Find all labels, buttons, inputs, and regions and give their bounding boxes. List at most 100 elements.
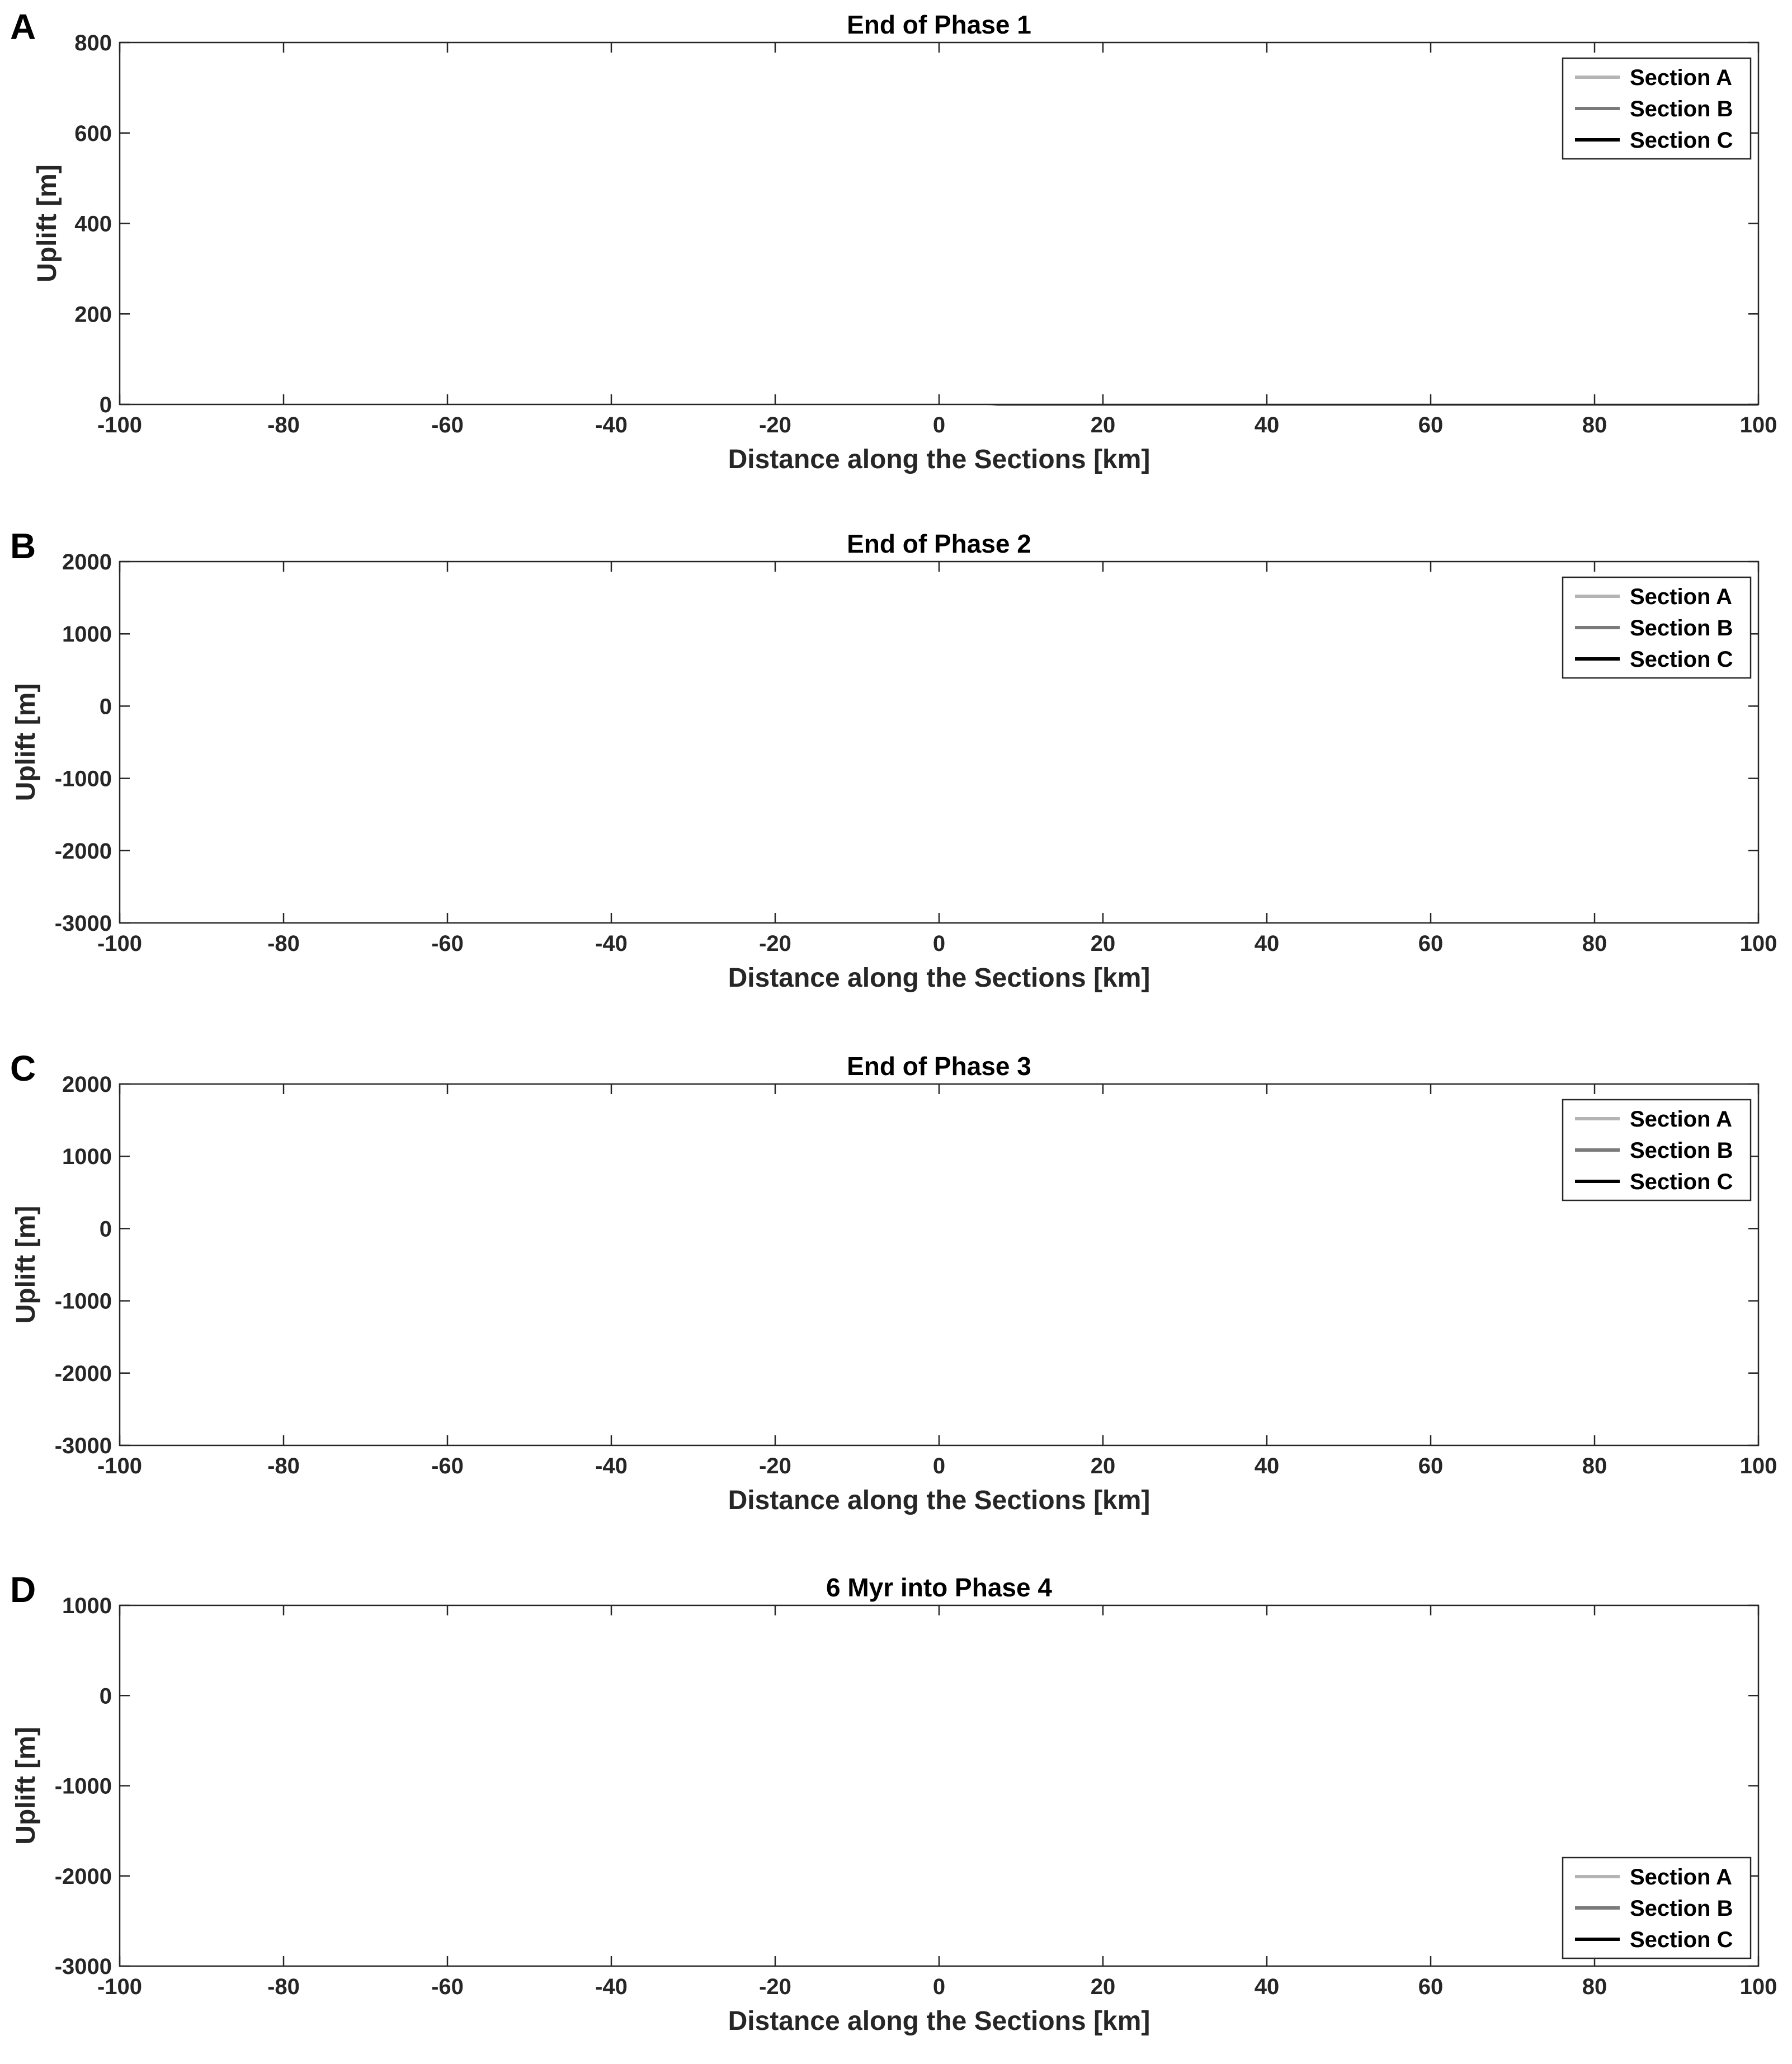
panel-letter: B xyxy=(10,526,36,566)
x-tick-label: 100 xyxy=(1740,1454,1777,1478)
y-tick-label: 2000 xyxy=(62,1072,112,1097)
legend-label: Section B xyxy=(1630,1896,1733,1921)
y-tick-label: 600 xyxy=(74,121,112,146)
y-tick-label: 400 xyxy=(74,212,112,237)
x-tick-label: 80 xyxy=(1582,1975,1607,1999)
x-tick-label: 60 xyxy=(1418,413,1444,437)
plot-title: End of Phase 3 xyxy=(847,1052,1031,1081)
x-tick-label: 40 xyxy=(1255,1454,1280,1478)
x-tick-label: -80 xyxy=(267,1975,300,1999)
y-tick-label: -1000 xyxy=(55,1289,112,1314)
y-tick-label: -3000 xyxy=(55,911,112,936)
legend-label: Section C xyxy=(1630,128,1733,153)
y-tick-label: 0 xyxy=(100,694,112,719)
y-tick-label: 2000 xyxy=(62,550,112,574)
x-tick-label: -40 xyxy=(595,931,628,956)
y-tick-label: 0 xyxy=(100,1684,112,1708)
panel-letter: C xyxy=(10,1048,36,1088)
legend-label: Section A xyxy=(1630,65,1732,90)
x-tick-label: -100 xyxy=(97,413,142,437)
legend-label: Section B xyxy=(1630,97,1733,121)
x-tick-label: -40 xyxy=(595,1975,628,1999)
x-tick-label: -20 xyxy=(759,931,791,956)
legend-label: Section A xyxy=(1630,1865,1732,1889)
y-tick-label: -2000 xyxy=(55,1361,112,1386)
x-tick-label: -100 xyxy=(97,931,142,956)
x-tick-label: -100 xyxy=(97,1454,142,1478)
x-tick-label: -60 xyxy=(431,413,464,437)
plot-title: End of Phase 2 xyxy=(847,529,1031,558)
legend-label: Section A xyxy=(1630,1107,1732,1132)
x-tick-label: -60 xyxy=(431,1454,464,1478)
x-tick-label: 80 xyxy=(1582,413,1607,437)
axes-box xyxy=(119,1083,1760,1446)
x-tick-label: 100 xyxy=(1740,1975,1777,1999)
x-tick-label: -60 xyxy=(431,1975,464,1999)
y-tick-label: 200 xyxy=(74,302,112,327)
x-tick-label: -40 xyxy=(595,413,628,437)
legend-label: Section B xyxy=(1630,1138,1733,1163)
axes-box xyxy=(119,41,1760,406)
legend-label: Section A xyxy=(1630,585,1732,609)
x-tick-label: 20 xyxy=(1091,1975,1116,1999)
legend-label: Section C xyxy=(1630,647,1733,672)
y-axis-label: Uplift [m] xyxy=(11,684,41,802)
legend: Section A Section B Section C xyxy=(1562,1099,1752,1201)
y-tick-label: 1000 xyxy=(62,1144,112,1169)
y-tick-label: -1000 xyxy=(55,767,112,791)
x-tick-label: 40 xyxy=(1255,1975,1280,1999)
x-axis-label: Distance along the Sections [km] xyxy=(728,1486,1150,1515)
plot-title: End of Phase 1 xyxy=(847,10,1031,39)
legend: Section A Section B Section C xyxy=(1562,576,1752,679)
x-tick-label: 0 xyxy=(933,413,945,437)
x-tick-label: 60 xyxy=(1418,1975,1444,1999)
legend: Section A Section B Section C xyxy=(1562,57,1752,160)
legend-label: Section C xyxy=(1630,1170,1733,1194)
panel-a: -100 -80 -60 -40 -20 0 20 40 60 80 100 0 200 400 600 80… xyxy=(10,7,1777,474)
y-axis-label: Uplift [m] xyxy=(11,1206,41,1324)
x-tick-label: 0 xyxy=(933,1975,945,1999)
x-axis-label: Distance along the Sections [km] xyxy=(728,2006,1150,2036)
y-tick-label: 0 xyxy=(100,1217,112,1241)
x-tick-label: 80 xyxy=(1582,1454,1607,1478)
x-tick-label: 100 xyxy=(1740,931,1777,956)
x-tick-label: -20 xyxy=(759,1975,791,1999)
legend: Section A Section B Section C xyxy=(1562,1856,1752,1959)
legend-label: Section B xyxy=(1630,616,1733,640)
y-tick-label: -2000 xyxy=(55,1864,112,1889)
x-tick-label: -100 xyxy=(97,1975,142,1999)
y-tick-label: -3000 xyxy=(55,1434,112,1458)
y-tick-label: -2000 xyxy=(55,839,112,864)
x-tick-label: -60 xyxy=(431,931,464,956)
x-tick-label: 80 xyxy=(1582,931,1607,956)
axes-box xyxy=(119,560,1760,924)
x-tick-label: 0 xyxy=(933,931,945,956)
panel-letter: A xyxy=(10,7,36,47)
panel-letter: D xyxy=(10,1570,36,1610)
x-tick-label: -40 xyxy=(595,1454,628,1478)
x-tick-label: 20 xyxy=(1091,413,1116,437)
x-axis-label: Distance along the Sections [km] xyxy=(728,445,1150,474)
legend-label: Section C xyxy=(1630,1928,1733,1952)
x-tick-label: -20 xyxy=(759,413,791,437)
x-tick-label: -80 xyxy=(267,931,300,956)
y-tick-label: -3000 xyxy=(55,1954,112,1979)
plot-title: 6 Myr into Phase 4 xyxy=(826,1573,1052,1602)
x-tick-label: 40 xyxy=(1255,413,1280,437)
x-tick-label: -80 xyxy=(267,413,300,437)
panel-c: -100 -80 -60 -40 -20 0 20 40 60 80 100 -3000 -2000 -1… xyxy=(10,1048,1777,1515)
x-tick-label: 20 xyxy=(1091,931,1116,956)
y-tick-label: 1000 xyxy=(62,622,112,647)
x-tick-label: -80 xyxy=(267,1454,300,1478)
x-tick-label: 100 xyxy=(1740,413,1777,437)
y-tick-label: 800 xyxy=(74,31,112,55)
x-tick-label: 60 xyxy=(1418,1454,1444,1478)
x-axis-label: Distance along the Sections [km] xyxy=(728,963,1150,993)
y-tick-label: 0 xyxy=(100,393,112,417)
axes-box xyxy=(119,1604,1760,1967)
panel-d: -100 -80 -60 -40 -20 0 20 40 60 80 100 -3000 -2000 -1… xyxy=(10,1570,1777,2036)
y-tick-label: -1000 xyxy=(55,1774,112,1799)
y-tick-label: 1000 xyxy=(62,1594,112,1618)
x-tick-label: 60 xyxy=(1418,931,1444,956)
